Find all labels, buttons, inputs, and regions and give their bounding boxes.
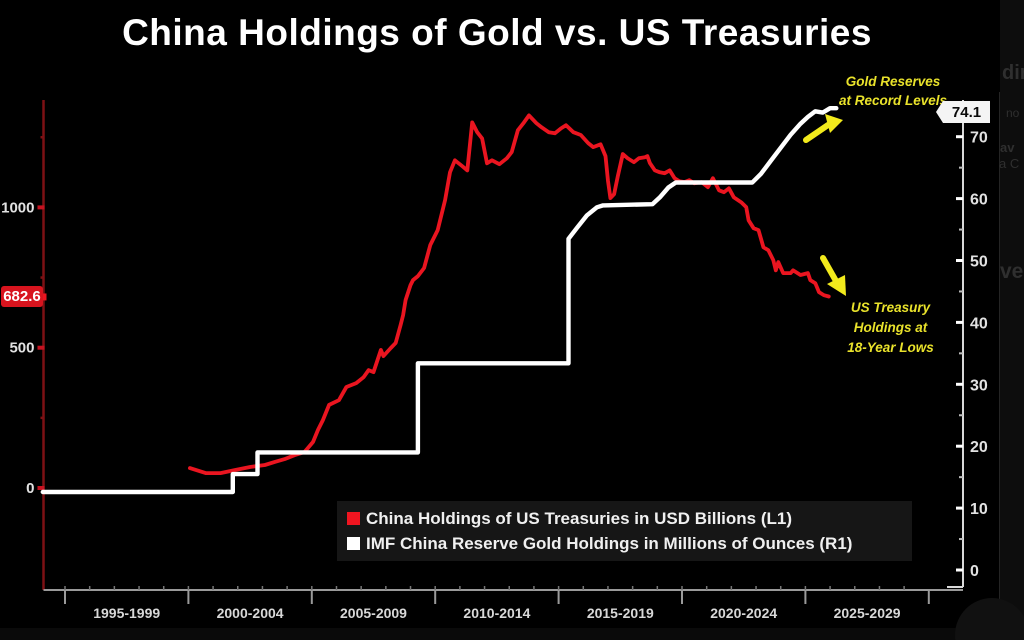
treasuries-current-value-badge: 682.6 (1, 286, 43, 307)
right-axis-tick-label: 30 (970, 377, 988, 394)
down-right-arrow-icon (820, 255, 846, 296)
left-axis-tick-label: 500 (9, 340, 34, 357)
right-axis-tick-label: 50 (970, 254, 988, 271)
gold-record-annotation: Gold Reserves at Record Levels (828, 72, 958, 110)
right-axis-tick-label: 40 (970, 315, 988, 332)
legend-item-treasuries: China Holdings of US Treasuries in USD B… (347, 507, 912, 530)
treasury-lows-annotation-line2: Holdings at (853, 320, 928, 335)
right-axis-tick-label: 0 (970, 563, 979, 580)
right-axis-tick-label: 70 (970, 130, 988, 147)
gold-current-value-callout: 74.1 (936, 101, 990, 123)
right-axis: 0 10 20 30 40 50 60 70 (947, 100, 988, 588)
treasuries-legend-label: China Holdings of US Treasuries in USD B… (366, 508, 792, 528)
right-axis-tick-label: 60 (970, 192, 988, 209)
legend-item-gold: IMF China Reserve Gold Holdings in Milli… (347, 532, 912, 555)
chart-legend: China Holdings of US Treasuries in USD B… (337, 501, 912, 561)
x-axis-period-label: 1995-1999 (93, 605, 160, 621)
background-window-edge (1000, 0, 1024, 640)
chart-title: China Holdings of Gold vs. US Treasuries (122, 12, 872, 53)
treasury-lows-annotation-line3: 18-Year Lows (847, 340, 934, 355)
gold-legend-label: IMF China Reserve Gold Holdings in Milli… (366, 533, 853, 553)
treasury-lows-annotation-line1: US Treasury (850, 300, 931, 315)
background-text-fragment: din (1002, 62, 1024, 84)
gold-record-annotation-line1: Gold Reserves (845, 74, 941, 89)
left-axis-tick-label: 0 (26, 480, 34, 497)
background-window-divider (999, 92, 1000, 602)
right-axis-tick-label: 20 (970, 439, 988, 456)
x-axis-period-label: 2000-2004 (217, 605, 284, 621)
right-axis-tick-label: 10 (970, 501, 988, 518)
background-text-fragment: ve (1000, 260, 1024, 283)
x-axis: 1995-1999 2000-2004 2005-2009 2010-2014 2015… (43, 586, 963, 621)
treasuries-legend-swatch (347, 512, 360, 525)
bottom-margin-strip (0, 628, 1024, 640)
gold-line (40, 106, 839, 495)
x-axis-period-label: 2015-2019 (587, 605, 654, 621)
background-text-fragment: no (1006, 106, 1020, 120)
background-text-fragment: av (1000, 140, 1015, 155)
treasuries-line (188, 113, 831, 475)
treasury-lows-annotation: US Treasury Holdings at 18-Year Lows (833, 298, 948, 358)
left-axis: 0 500 1000 (1, 100, 47, 590)
gold-record-annotation-line2: at Record Levels (838, 93, 948, 108)
gold-legend-swatch (347, 537, 360, 550)
left-axis-current-marker (39, 293, 47, 301)
x-axis-period-label: 2005-2009 (340, 605, 407, 621)
x-axis-period-label: 2020-2024 (710, 605, 777, 621)
up-right-arrow-icon (803, 114, 843, 143)
x-axis-period-label: 2010-2014 (463, 605, 530, 621)
x-axis-period-label: 2025-2029 (834, 605, 901, 621)
background-text-fragment: a C (999, 156, 1020, 171)
left-axis-tick-label: 1000 (1, 199, 34, 216)
